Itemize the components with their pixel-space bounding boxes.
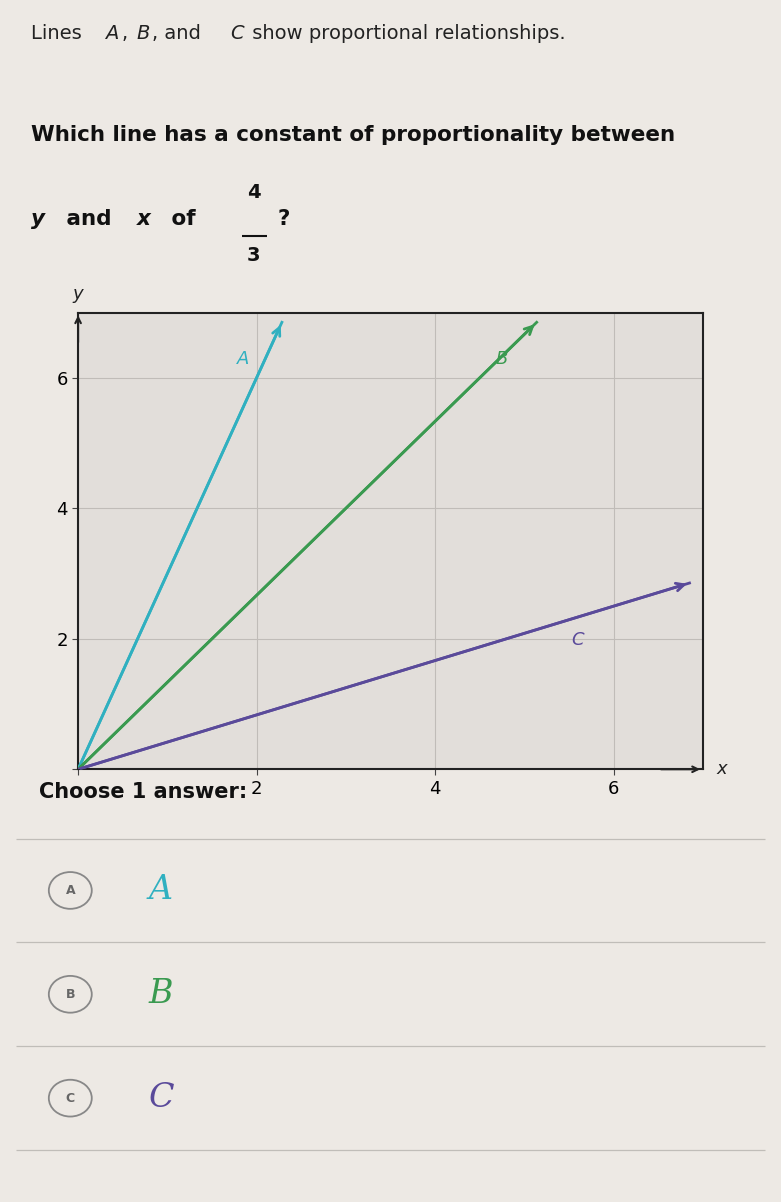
Text: C: C [572,631,584,649]
Text: x: x [716,761,727,778]
Text: of: of [164,209,195,228]
Text: y: y [31,209,45,228]
Text: Lines: Lines [31,24,88,42]
Text: C: C [230,24,244,42]
Text: C: C [148,1082,174,1114]
Text: and: and [59,209,119,228]
Text: Which line has a constant of proportionality between: Which line has a constant of proportiona… [31,125,676,144]
Text: , and: , and [152,24,201,42]
Text: x: x [137,209,151,228]
Text: B: B [137,24,150,42]
Text: A: A [105,24,119,42]
Text: B: B [66,988,75,1001]
Text: B: B [496,350,508,368]
Text: C: C [66,1091,75,1105]
Text: A: A [148,874,173,906]
Text: y: y [73,285,84,303]
Text: ?: ? [277,209,290,228]
Text: A: A [66,883,75,897]
Text: B: B [148,978,173,1011]
Text: show proportional relationships.: show proportional relationships. [246,24,565,42]
Text: ,: , [121,24,127,42]
Text: 4: 4 [247,183,261,202]
Text: 3: 3 [247,245,261,264]
Text: A: A [237,350,249,368]
Text: Choose 1 answer:: Choose 1 answer: [39,783,248,802]
